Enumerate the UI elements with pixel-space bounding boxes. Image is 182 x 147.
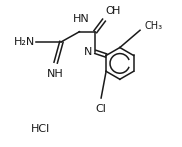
Text: H₂N: H₂N — [14, 37, 35, 47]
Text: NH: NH — [47, 69, 64, 79]
Text: HCl: HCl — [31, 124, 50, 134]
Text: H: H — [112, 6, 120, 16]
Text: O: O — [105, 6, 114, 16]
Text: HN: HN — [73, 14, 89, 24]
Text: Cl: Cl — [96, 104, 106, 114]
Text: N: N — [84, 47, 92, 57]
Text: CH₃: CH₃ — [144, 21, 163, 31]
